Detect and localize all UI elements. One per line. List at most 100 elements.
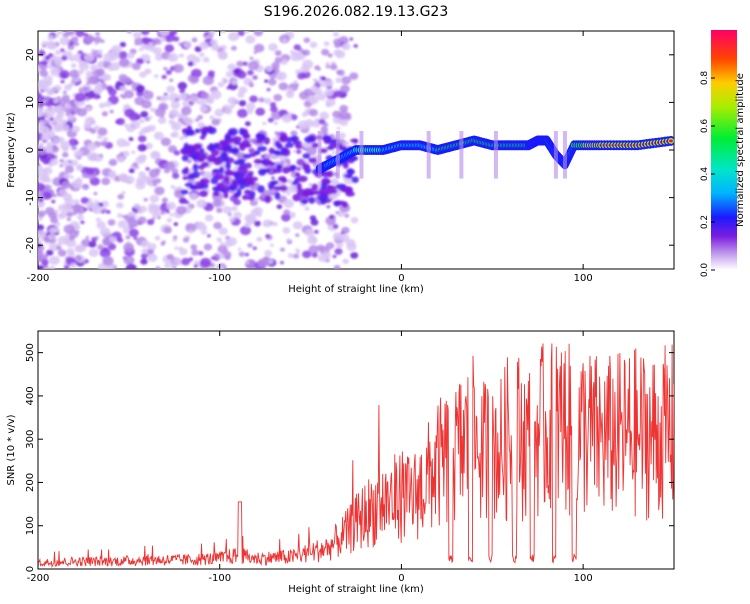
noise-blob — [253, 206, 264, 216]
noise-blob — [41, 60, 48, 66]
noise-blob — [244, 252, 250, 257]
noise-blob — [325, 216, 336, 226]
noise-blob — [38, 197, 44, 203]
noise-blob — [321, 130, 329, 137]
cluster-blob — [221, 140, 228, 147]
noise-blob — [279, 160, 286, 165]
noise-blob — [61, 94, 70, 102]
noise-blob — [237, 92, 245, 99]
noise-blob — [210, 256, 216, 260]
noise-blob — [54, 66, 59, 70]
noise-blob — [72, 199, 80, 205]
noise-blob — [319, 111, 330, 120]
noise-blob — [89, 128, 97, 134]
noise-blob — [199, 41, 209, 50]
noise-blob — [227, 96, 237, 105]
cluster-blob — [284, 142, 294, 148]
colorbar-axis: 0.0 0.2 0.4 0.6 0.8 — [700, 71, 715, 278]
snr-y-tick-label: 0 — [25, 566, 36, 572]
noise-blob — [70, 63, 77, 69]
noise-blob — [313, 229, 319, 234]
noise-blob — [59, 164, 64, 168]
noise-blob — [349, 72, 359, 80]
noise-blob — [93, 125, 100, 131]
noise-blob — [38, 124, 46, 131]
colorbar-tick-label: 0.6 — [700, 119, 710, 134]
noise-blob — [217, 81, 225, 88]
noise-blob — [128, 168, 135, 174]
noise-blob — [139, 71, 147, 78]
cluster-blob — [253, 158, 263, 165]
noise-blob — [331, 150, 337, 155]
cluster-blob — [184, 182, 194, 188]
noise-blob — [286, 87, 295, 95]
noise-blob — [103, 136, 109, 142]
noise-blob — [85, 235, 90, 239]
noise-blob — [69, 175, 74, 179]
noise-blob — [141, 37, 151, 45]
noise-blob — [247, 69, 254, 76]
noise-blob — [271, 176, 275, 180]
noise-blob — [204, 214, 214, 222]
cluster-blob — [199, 135, 206, 140]
cluster-blob — [208, 143, 215, 150]
noise-blob — [62, 90, 67, 95]
noise-blob — [83, 32, 89, 37]
noise-blob — [44, 55, 51, 60]
noise-blob — [178, 248, 188, 256]
colorbar-tick-label: 0.0 — [700, 263, 710, 278]
snr-y-tick-label: 500 — [25, 343, 36, 362]
noise-blob — [38, 182, 45, 192]
noise-blob — [144, 126, 151, 132]
noise-blob — [177, 81, 188, 90]
noise-blob — [97, 134, 103, 140]
noise-blob — [38, 50, 46, 57]
noise-blob — [132, 162, 138, 167]
noise-blob — [161, 210, 166, 215]
noise-blob — [49, 265, 56, 269]
noise-blob — [228, 31, 240, 42]
noise-blob — [59, 36, 70, 46]
noise-blob — [38, 102, 45, 107]
noise-blob — [327, 53, 333, 58]
noise-blob — [109, 109, 114, 114]
noise-blob — [68, 160, 72, 164]
noise-blob — [225, 70, 234, 78]
noise-blob — [350, 252, 359, 259]
noise-blob — [48, 53, 54, 58]
noise-blob — [97, 53, 103, 59]
noise-blob — [169, 78, 174, 83]
noise-blob — [153, 131, 164, 141]
cluster-blob — [308, 157, 317, 164]
noise-blob — [127, 212, 134, 217]
noise-blob — [334, 248, 343, 255]
noise-blob — [151, 179, 157, 184]
noise-blob — [87, 92, 95, 99]
noise-blob — [283, 209, 291, 216]
noise-blob — [193, 56, 201, 63]
noise-blob — [282, 38, 287, 43]
noise-blob — [178, 197, 187, 204]
noise-blob — [57, 249, 67, 257]
colorbar-tick-label: 0.8 — [700, 71, 710, 86]
cluster-blob — [290, 135, 300, 143]
noise-blob — [161, 197, 169, 203]
noise-blob — [342, 258, 349, 265]
noise-blob — [297, 120, 310, 130]
cluster-blob — [231, 147, 240, 155]
noise-blob — [284, 158, 291, 163]
noise-blob — [335, 211, 340, 215]
noise-blob — [249, 56, 254, 60]
noise-blob — [80, 220, 85, 225]
noise-blob — [78, 62, 90, 71]
noise-blob — [61, 152, 69, 158]
noise-blob — [188, 192, 199, 201]
noise-blob — [181, 106, 192, 116]
noise-blob — [293, 253, 300, 259]
snr-x-label: Height of straight line (km) — [288, 584, 424, 595]
cluster-blob — [201, 161, 210, 168]
noise-blob — [274, 50, 282, 57]
noise-blob — [76, 165, 83, 171]
noise-blob — [123, 242, 135, 252]
